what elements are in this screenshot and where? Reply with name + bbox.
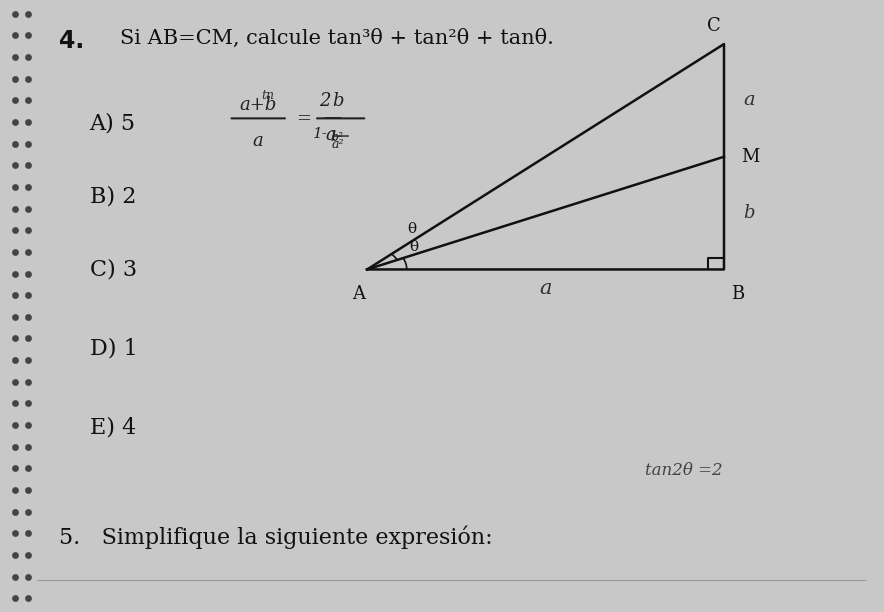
Text: a: a xyxy=(253,132,263,151)
Text: 4.: 4. xyxy=(58,29,84,53)
Text: a: a xyxy=(539,278,552,297)
Text: A) 5: A) 5 xyxy=(89,112,135,134)
Text: θ: θ xyxy=(409,241,418,254)
Text: B) 2: B) 2 xyxy=(89,185,136,207)
Text: B: B xyxy=(730,285,743,303)
Text: Si AB=CM, calcule tan³θ + tan²θ + tanθ.: Si AB=CM, calcule tan³θ + tan²θ + tanθ. xyxy=(120,29,554,48)
Text: tn: tn xyxy=(262,89,274,102)
Text: E) 4: E) 4 xyxy=(89,417,136,439)
Text: C: C xyxy=(706,17,720,35)
Text: b: b xyxy=(743,204,755,222)
Text: —: — xyxy=(323,108,341,126)
Text: =: = xyxy=(297,110,311,128)
Text: C) 3: C) 3 xyxy=(89,258,137,280)
Text: 2: 2 xyxy=(318,92,330,110)
Text: tan2θ =2: tan2θ =2 xyxy=(644,462,722,479)
Text: a: a xyxy=(325,125,337,144)
Text: a+b: a+b xyxy=(240,96,277,114)
Text: M: M xyxy=(742,147,760,166)
Text: a: a xyxy=(743,91,755,110)
Text: A: A xyxy=(352,285,365,303)
Text: b: b xyxy=(332,92,343,110)
Text: θ: θ xyxy=(407,222,415,236)
Text: 5.   Simplifique la siguiente expresión:: 5. Simplifique la siguiente expresión: xyxy=(58,526,492,549)
Text: D) 1: D) 1 xyxy=(89,338,137,360)
Text: 1-: 1- xyxy=(313,127,328,141)
Text: a²: a² xyxy=(332,138,345,151)
Text: b²: b² xyxy=(331,131,344,144)
